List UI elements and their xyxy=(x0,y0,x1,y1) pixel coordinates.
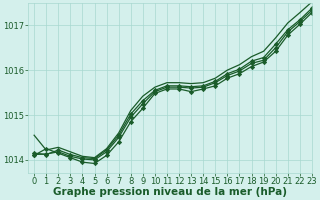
X-axis label: Graphe pression niveau de la mer (hPa): Graphe pression niveau de la mer (hPa) xyxy=(53,187,287,197)
